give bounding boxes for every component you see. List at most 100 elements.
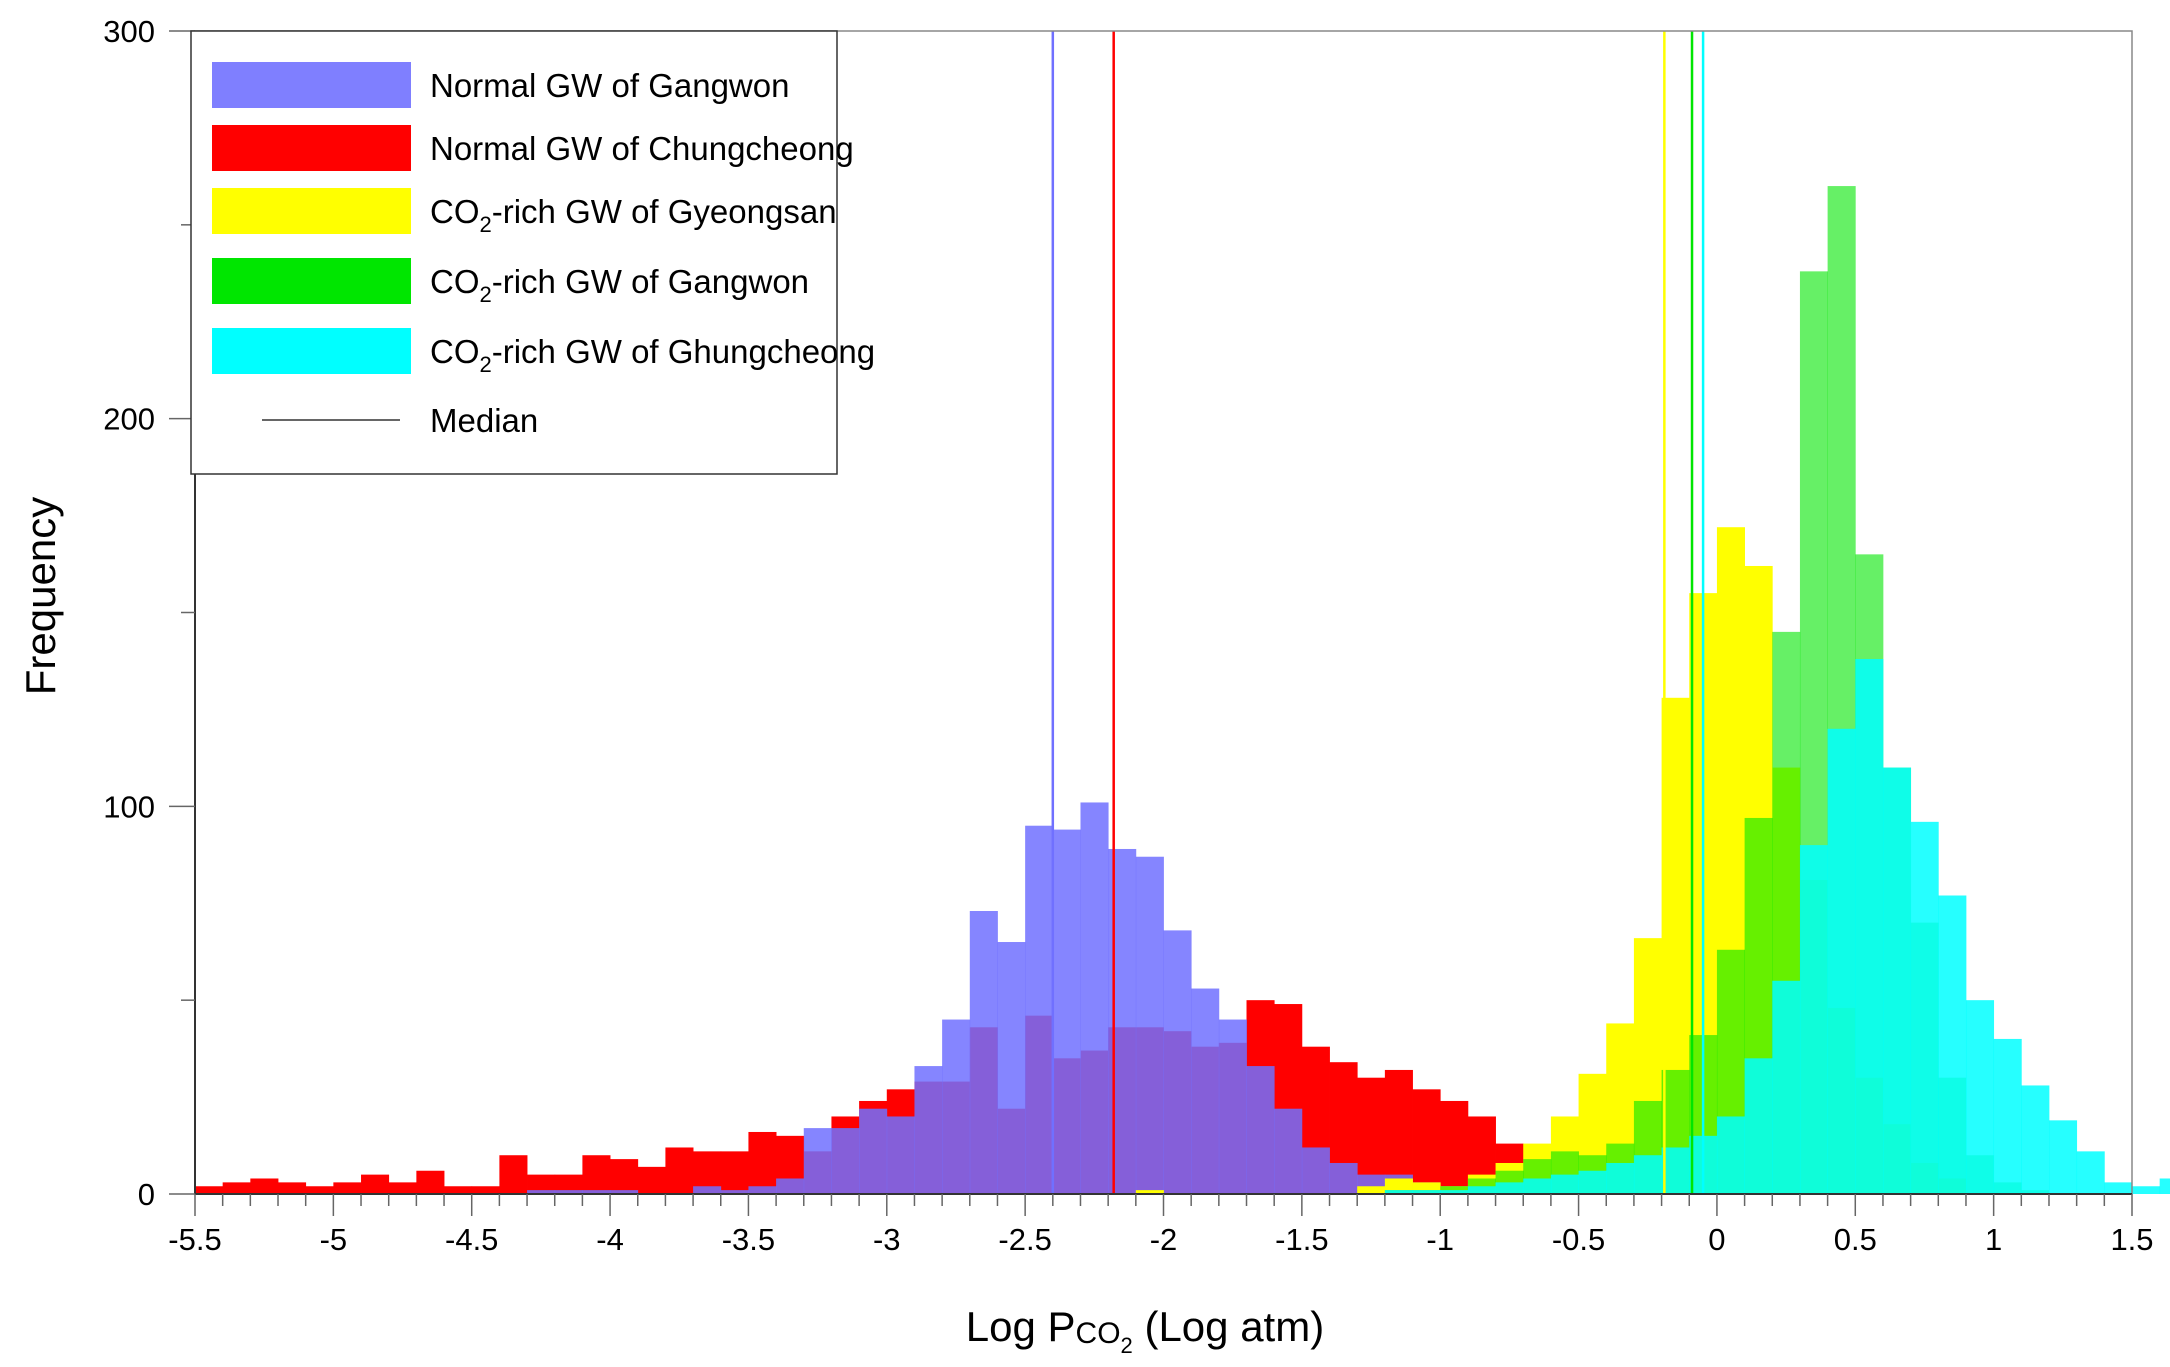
x-tick-label: -2 xyxy=(1150,1222,1178,1257)
bar xyxy=(748,1186,777,1194)
bar xyxy=(527,1190,556,1194)
axes: -5.5 -5 -4.5 -4 -3.5 -3 -2.5 -2 -1.5 -1 -0.5 0 0.5 1 1… xyxy=(103,14,2153,1257)
legend-swatch xyxy=(212,188,411,234)
x-tick-label: -0.5 xyxy=(1552,1222,1605,1257)
bar xyxy=(1135,856,1164,1194)
bar xyxy=(527,1174,556,1194)
legend-entry: Normal GW of Gangwon xyxy=(212,62,789,108)
bar xyxy=(2104,1182,2133,1194)
legend-entry: Normal GW of Chungcheong xyxy=(212,125,854,171)
x-tick-label: -4 xyxy=(596,1222,624,1257)
bar xyxy=(1467,1186,1496,1194)
bar xyxy=(1163,930,1192,1194)
bar xyxy=(333,1182,362,1194)
histogram-bars xyxy=(195,186,2170,1195)
bar xyxy=(278,1182,307,1194)
bar xyxy=(637,1166,666,1194)
bar xyxy=(416,1170,445,1194)
x-tick-label: 1.5 xyxy=(2110,1222,2153,1257)
bar xyxy=(195,1186,224,1194)
bar xyxy=(831,1128,860,1194)
bar xyxy=(803,1128,832,1194)
bar xyxy=(997,942,1026,1194)
x-tick-label: 1 xyxy=(1985,1222,2002,1257)
x-tick-label: -1.5 xyxy=(1275,1222,1328,1257)
bar xyxy=(610,1159,639,1194)
x-tick-label: 0.5 xyxy=(1834,1222,1877,1257)
bar xyxy=(1108,848,1137,1194)
bar xyxy=(1633,1155,1662,1194)
bar xyxy=(942,1019,971,1194)
bar xyxy=(1412,1089,1441,1194)
legend-label: Median xyxy=(430,402,538,439)
legend-swatch xyxy=(212,125,411,171)
legend-entry: Median xyxy=(262,402,538,439)
series-normal-gw-of-gangwon xyxy=(527,802,1469,1194)
bar xyxy=(1301,1147,1330,1194)
legend-swatch xyxy=(212,328,411,374)
bar xyxy=(1965,1000,1995,1194)
bar xyxy=(886,1116,915,1194)
bar xyxy=(1412,1190,1441,1194)
bar xyxy=(1882,767,1912,1194)
bar xyxy=(1135,1190,1164,1194)
bar xyxy=(582,1155,611,1194)
legend-label: CO2-rich GW of Ghungcheong xyxy=(430,333,875,377)
x-axis-label: Log PCO2 (Log atm) xyxy=(966,1303,1324,1358)
x-tick-label: -4.5 xyxy=(445,1222,498,1257)
bar xyxy=(1218,1019,1247,1194)
x-tick-label: -2.5 xyxy=(998,1222,1051,1257)
bar xyxy=(1550,1174,1579,1194)
bar xyxy=(222,1182,251,1194)
bar xyxy=(610,1190,639,1194)
bar xyxy=(1661,1147,1690,1194)
bar xyxy=(914,1066,943,1194)
bar xyxy=(499,1155,528,1194)
bar xyxy=(2132,1186,2161,1194)
bar xyxy=(1384,1190,1413,1194)
legend-entry: CO2-rich GW of Gyeongsan xyxy=(212,188,837,237)
bar xyxy=(305,1186,334,1194)
x-tick-label: 0 xyxy=(1708,1222,1725,1257)
bar xyxy=(1606,1162,1635,1194)
bar xyxy=(1191,988,1220,1194)
bar xyxy=(444,1186,473,1194)
legend: Normal GW of Gangwon Normal GW of Chungch… xyxy=(190,30,875,475)
bar xyxy=(388,1182,417,1194)
bar xyxy=(1329,1162,1358,1194)
bar xyxy=(1495,1182,1524,1194)
bar xyxy=(693,1186,722,1194)
bar xyxy=(1025,825,1054,1194)
y-axis-label: Frequency xyxy=(17,497,64,695)
bar xyxy=(1716,1116,1745,1194)
bar xyxy=(2076,1151,2105,1194)
bar xyxy=(361,1174,390,1194)
bar xyxy=(1523,1178,1552,1194)
bar xyxy=(1080,802,1109,1194)
x-tick-label: -3 xyxy=(873,1222,901,1257)
bar xyxy=(665,1147,694,1194)
legend-label: CO2-rich GW of Gangwon xyxy=(430,263,809,307)
x-tick-label: -5 xyxy=(320,1222,348,1257)
bar xyxy=(1910,821,1939,1194)
y-tick-label: 300 xyxy=(103,14,155,49)
bar xyxy=(1855,659,1884,1194)
legend-swatch xyxy=(212,258,411,304)
bar xyxy=(2021,1085,2050,1194)
bar xyxy=(1799,845,1829,1194)
bar xyxy=(1440,1190,1469,1194)
y-tick-label: 200 xyxy=(103,402,155,437)
bar xyxy=(776,1178,805,1194)
legend-swatch xyxy=(212,62,411,108)
bar xyxy=(554,1174,583,1194)
legend-entry: CO2-rich GW of Ghungcheong xyxy=(212,328,875,377)
bar xyxy=(1827,728,1856,1194)
bar xyxy=(554,1190,583,1194)
bar xyxy=(1357,1077,1386,1194)
bar xyxy=(1384,1069,1413,1194)
bar xyxy=(1052,829,1081,1194)
legend-entry: CO2-rich GW of Gangwon xyxy=(212,258,809,307)
bar xyxy=(1938,895,1967,1194)
bar xyxy=(720,1190,749,1194)
